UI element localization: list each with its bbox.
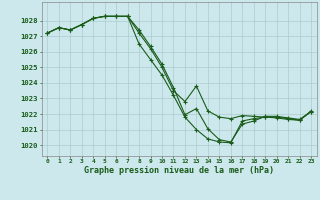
X-axis label: Graphe pression niveau de la mer (hPa): Graphe pression niveau de la mer (hPa) [84,166,274,175]
